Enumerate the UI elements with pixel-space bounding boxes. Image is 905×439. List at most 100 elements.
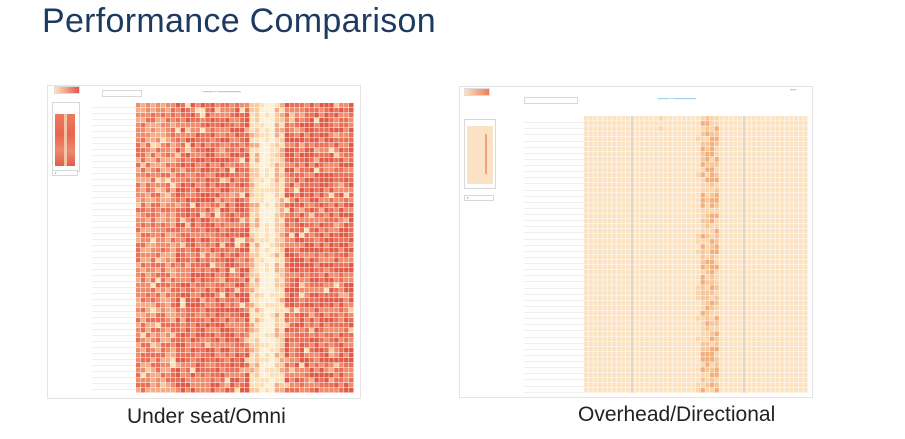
heatmap-cell [289,158,295,163]
heatmap-cell [269,283,275,288]
heatmap-cell [607,218,612,224]
heatmap-cell [607,254,612,260]
heatmap-cell [593,141,598,147]
heatmap-cell [155,288,161,293]
heatmap-cell [269,358,275,363]
heatmap-cell [789,131,794,137]
heatmap-cell [803,146,808,152]
heatmap-cell [245,378,250,383]
heatmap-cell [160,248,166,253]
heatmap-cell [626,218,631,224]
device-row [524,331,584,338]
heatmap-cell [264,308,270,313]
view-toggle-link[interactable]: ━━━━━ ━ ━━━━━━━━━━━ [658,97,696,101]
heatmap-cell [240,198,245,203]
top-search-input[interactable] [524,97,578,104]
heatmap-cell [215,198,220,203]
heatmap-cell [254,273,260,278]
heatmap-cell [279,258,285,263]
heatmap-cell [230,258,235,263]
heatmap-cell [235,223,240,228]
heatmap-cell [180,248,186,253]
heatmap-cell [775,223,780,229]
heatmap-cell [180,373,186,378]
heatmap-cell [654,285,659,290]
heatmap-cell [761,126,766,131]
heatmap-cell [324,368,329,373]
heatmap-cell [245,168,250,173]
sidebar-select[interactable]: ▾ [464,195,494,201]
heatmap-cell [309,288,314,293]
sidebar-filter-box[interactable] [464,119,496,189]
heatmap-cell [766,346,771,352]
heatmap-cell [593,121,598,126]
heatmap-cell [249,283,255,288]
heatmap-cell [294,138,299,143]
heatmap-cell [334,318,339,323]
heatmap-cell [334,233,339,238]
heatmap-cell [635,290,640,296]
heatmap-cell [724,357,729,362]
heatmap-cell [324,303,329,308]
heatmap-cell [654,346,659,352]
heatmap-cell [200,208,205,213]
heatmap-panel-overhead: ▾ ━━━━━ ━ ━━━━━━━━━━━ ━━━ [459,86,813,398]
heatmap-cell [672,233,677,239]
heatmap-cell [714,182,719,188]
heatmap-cell [761,269,766,275]
heatmap-cell [324,208,329,213]
heatmap-cell [145,248,151,253]
heatmap-cell [686,192,691,198]
heatmap-cell [284,263,290,268]
heatmap-cell [616,187,621,193]
heatmap-cell [289,223,295,228]
export-link[interactable]: ━━━ [790,88,797,92]
heatmap-cell [626,280,631,285]
heatmap-cell [756,239,761,244]
heatmap-cell [339,108,344,113]
device-row [524,178,584,185]
heatmap-cell [682,162,687,167]
heatmap-cell [752,136,757,142]
heatmap-cell [185,238,190,243]
heatmap-cell [180,388,186,393]
sidebar-filter-box[interactable] [52,102,80,172]
view-toggle-link[interactable]: ━━━━━ ━ ━━━━━━━━━━━ [203,90,241,94]
heatmap-cell [616,269,621,275]
heatmap-cell [621,167,626,172]
top-search-input[interactable] [102,90,142,97]
heatmap-cell [185,283,190,288]
heatmap-cell [747,300,752,306]
heatmap-cell [339,263,344,268]
heatmap-cell [274,268,280,273]
heatmap-cell [612,254,617,260]
heatmap-cell [794,244,799,249]
heatmap-cell [612,321,617,326]
heatmap-cell [150,183,156,188]
heatmap-cell [170,248,176,253]
sidebar-select[interactable]: ▾ [52,170,78,176]
heatmap-cell [621,295,626,301]
heatmap-cell [170,378,176,383]
heatmap-cell [612,295,617,301]
heatmap-cell [612,208,617,213]
heatmap-cell [700,290,705,296]
heatmap-cell [140,198,146,203]
heatmap-cell [210,123,215,128]
heatmap-cell [264,113,270,118]
heatmap-cell [630,310,635,316]
heatmap-cell [279,338,285,343]
heatmap-cell [215,283,220,288]
heatmap-cell [225,308,230,313]
heatmap-cell [588,141,593,147]
heatmap-cell [170,173,176,178]
heatmap-cell [775,192,780,198]
heatmap-cell [205,388,210,393]
heatmap-cell [136,348,141,353]
heatmap-cell [344,293,349,298]
heatmap-cell [284,373,290,378]
heatmap-cell [691,249,696,254]
heatmap-cell [180,228,186,233]
heatmap-cell [761,239,766,244]
heatmap-cell [190,103,195,108]
